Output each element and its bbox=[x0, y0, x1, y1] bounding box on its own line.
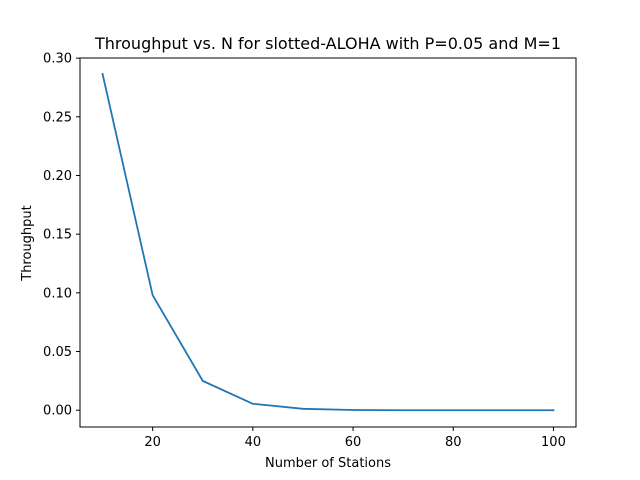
x-tick-label: 40 bbox=[245, 435, 262, 450]
x-tick-label: 80 bbox=[445, 435, 462, 450]
x-tick-label: 20 bbox=[144, 435, 161, 450]
x-axis: 20 40 60 80 100 bbox=[144, 427, 566, 450]
y-tick-label: 0.05 bbox=[43, 345, 72, 360]
throughput-series-line bbox=[101, 72, 555, 412]
series-layer bbox=[101, 72, 555, 412]
x-tick-label: 60 bbox=[345, 435, 362, 450]
y-tick-label: 0.00 bbox=[43, 404, 72, 419]
plot-frame bbox=[79, 57, 577, 428]
y-tick-label: 0.25 bbox=[43, 110, 72, 125]
plot-area bbox=[79, 57, 577, 428]
y-tick-label: 0.20 bbox=[43, 169, 72, 184]
x-axis-label: Number of Stations bbox=[265, 456, 391, 471]
y-tick-label: 0.10 bbox=[43, 286, 72, 301]
y-tick-label: 0.30 bbox=[43, 52, 72, 67]
y-axis: 0.00 0.05 0.10 0.15 0.20 0.25 0.30 bbox=[43, 52, 80, 419]
y-axis-label: Throughput bbox=[20, 205, 35, 282]
x-tick-label: 100 bbox=[541, 435, 566, 450]
y-tick-label: 0.15 bbox=[43, 228, 72, 243]
chart-title: Throughput vs. N for slotted-ALOHA with … bbox=[94, 34, 561, 53]
